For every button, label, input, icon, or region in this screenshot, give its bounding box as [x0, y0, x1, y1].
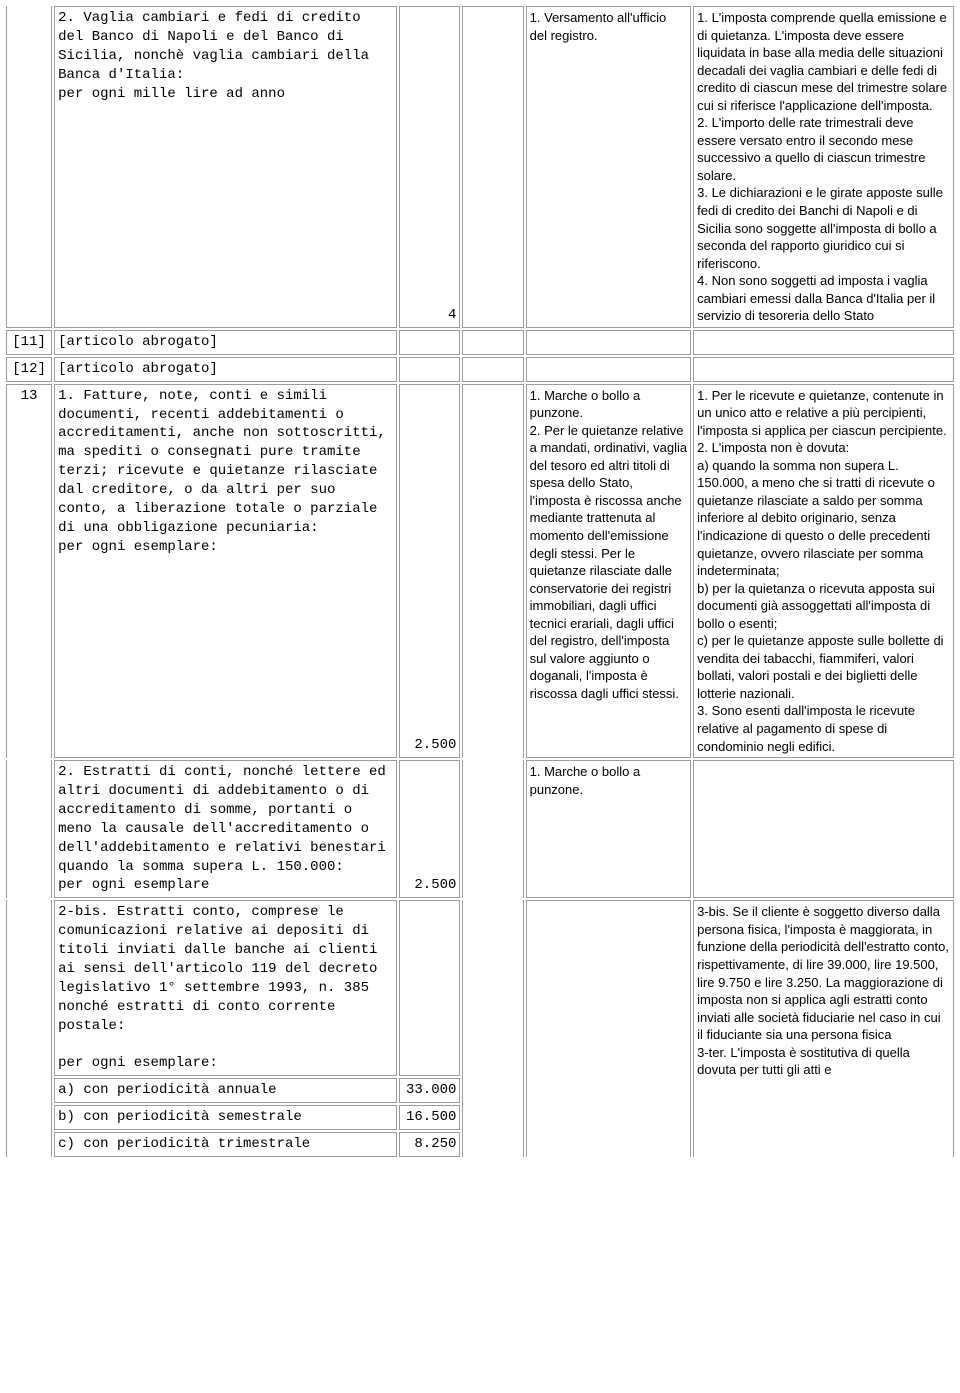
article-number: [12] [6, 357, 52, 382]
article-description: 2. Estratti di conti, nonché lettere ed … [54, 760, 397, 898]
table-row: 2. Estratti di conti, nonché lettere ed … [6, 760, 954, 898]
article-number [6, 760, 52, 898]
empty-cell [462, 900, 523, 1157]
table-row: 2. Vaglia cambiari e fedi di credito del… [6, 6, 954, 328]
article-description: 1. Fatture, note, conti e simili documen… [54, 384, 397, 758]
desc-text: 1. Fatture, note, conti e simili documen… [58, 388, 386, 555]
article-description: b) con periodicità semestrale [54, 1105, 397, 1130]
note2-text: 1. Per le ricevute e quietanze, contenut… [697, 388, 947, 754]
article-description: [articolo abrogato] [54, 357, 397, 382]
article-description: 2-bis. Estratti conto, comprese le comun… [54, 900, 397, 1076]
article-number: 13 [6, 384, 52, 758]
table-row: 2-bis. Estratti conto, comprese le comun… [6, 900, 954, 1076]
notes: 1. Per le ricevute e quietanze, contenut… [693, 384, 954, 758]
article-amount: 4 [399, 6, 460, 328]
article-description: 2. Vaglia cambiari e fedi di credito del… [54, 6, 397, 328]
payment-mode [526, 357, 692, 382]
article-number [6, 900, 52, 1157]
notes: 1. L'imposta comprende quella emissione … [693, 6, 954, 328]
desc-text: 2. Estratti di conti, nonché lettere ed … [58, 764, 386, 893]
table-row: [12] [articolo abrogato] [6, 357, 954, 382]
article-description: c) con periodicità trimestrale [54, 1132, 397, 1157]
desc-text: 2. Vaglia cambiari e fedi di credito del… [58, 10, 369, 102]
payment-mode: 1. Marche o bollo a punzone.2. Per le qu… [526, 384, 692, 758]
empty-cell [462, 384, 523, 758]
notes [693, 357, 954, 382]
article-description: a) con periodicità annuale [54, 1078, 397, 1103]
payment-mode: 1. Marche o bollo a punzone. [526, 760, 692, 898]
article-amount: 2.500 [399, 384, 460, 758]
tariff-table: 2. Vaglia cambiari e fedi di credito del… [4, 4, 956, 1159]
article-amount: 2.500 [399, 760, 460, 898]
note1-text: 1. Marche o bollo a punzone.2. Per le qu… [530, 388, 688, 701]
notes: 3-bis. Se il cliente è soggetto diverso … [693, 900, 954, 1157]
empty-cell [462, 330, 523, 355]
article-amount: 16.500 [399, 1105, 460, 1130]
article-amount: 8.250 [399, 1132, 460, 1157]
article-amount [399, 900, 460, 1076]
notes [693, 760, 954, 898]
article-number: [11] [6, 330, 52, 355]
empty-cell [462, 760, 523, 898]
article-description: [articolo abrogato] [54, 330, 397, 355]
payment-mode: 1. Versamento all'ufficio del registro. [526, 6, 692, 328]
empty-cell [462, 357, 523, 382]
note2-text: 3-bis. Se il cliente è soggetto diverso … [697, 904, 949, 1077]
note2-text: 1. L'imposta comprende quella emissione … [697, 10, 947, 323]
empty-cell [462, 6, 523, 328]
payment-mode [526, 900, 692, 1157]
article-amount: 33.000 [399, 1078, 460, 1103]
table-row: [11] [articolo abrogato] [6, 330, 954, 355]
article-amount [399, 357, 460, 382]
notes [693, 330, 954, 355]
article-amount [399, 330, 460, 355]
table-row: 13 1. Fatture, note, conti e simili docu… [6, 384, 954, 758]
note1-text: 1. Versamento all'ufficio del registro. [530, 10, 667, 43]
note1-text: 1. Marche o bollo a punzone. [530, 764, 641, 797]
desc-text: 2-bis. Estratti conto, comprese le comun… [58, 904, 377, 1071]
article-number [6, 6, 52, 328]
payment-mode [526, 330, 692, 355]
